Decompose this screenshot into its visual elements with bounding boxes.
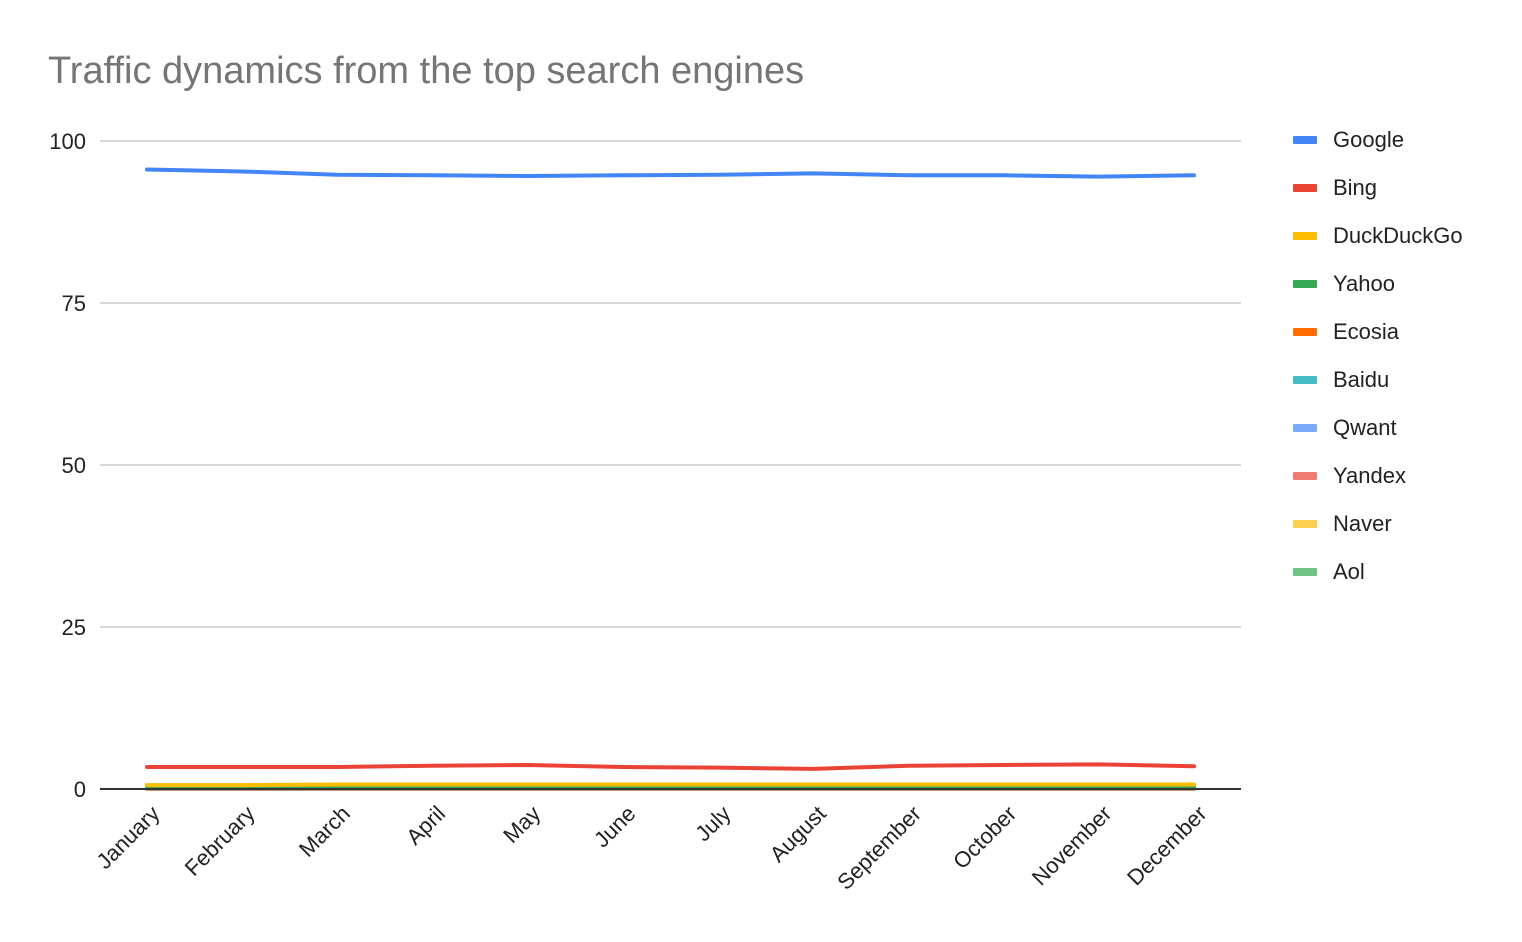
legend-label: Bing	[1333, 175, 1378, 200]
legend-label: Ecosia	[1333, 319, 1400, 344]
series-line-yahoo	[145, 785, 1196, 790]
legend-swatch	[1293, 328, 1317, 336]
legend-swatch	[1293, 568, 1317, 576]
y-tick-label: 0	[74, 777, 86, 802]
legend-item-aol: Aol	[1293, 556, 1463, 604]
y-tick-label: 50	[62, 453, 86, 478]
series-line-duckduckgo	[145, 782, 1196, 788]
legend-item-naver: Naver	[1293, 508, 1463, 556]
legend-item-yandex: Yandex	[1293, 460, 1463, 508]
series-line-google	[145, 167, 1196, 179]
legend-item-ecosia: Ecosia	[1293, 316, 1463, 364]
y-tick-label: 75	[62, 291, 86, 316]
x-tick-label: May	[498, 801, 545, 848]
legend-swatch	[1293, 472, 1317, 480]
legend-item-bing: Bing	[1293, 172, 1463, 220]
y-tick-label: 25	[62, 615, 86, 640]
legend-item-google: Google	[1293, 124, 1463, 172]
legend-label: DuckDuckGo	[1333, 223, 1463, 248]
x-tick-label: January	[92, 801, 165, 874]
legend-swatch	[1293, 376, 1317, 384]
legend-swatch	[1293, 424, 1317, 432]
x-tick-label: December	[1122, 801, 1211, 890]
chart-legend: Google Bing DuckDuckGo Yahoo Ecosia Baidu Qwan…	[1293, 124, 1463, 604]
legend-label: Yandex	[1333, 463, 1406, 488]
x-tick-label: April	[401, 801, 450, 850]
legend-item-yahoo: Yahoo	[1293, 268, 1463, 316]
legend-item-baidu: Baidu	[1293, 364, 1463, 412]
legend-item-qwant: Qwant	[1293, 412, 1463, 460]
legend-label: Yahoo	[1333, 271, 1395, 296]
legend-label: Naver	[1333, 511, 1392, 536]
x-tick-label: November	[1027, 801, 1116, 890]
legend-item-duckduckgo: DuckDuckGo	[1293, 220, 1463, 268]
legend-swatch	[1293, 136, 1317, 144]
chart-title: Traffic dynamics from the top search eng…	[48, 50, 805, 92]
legend-label: Baidu	[1333, 367, 1390, 392]
legend-swatch	[1293, 232, 1317, 240]
x-tick-label: September	[832, 801, 926, 895]
legend-label: Qwant	[1333, 415, 1397, 440]
legend-label: Google	[1333, 127, 1404, 152]
legend-swatch	[1293, 280, 1317, 288]
x-tick-label: July	[690, 801, 735, 846]
series-line-bing	[145, 762, 1196, 771]
x-tick-label: October	[948, 801, 1021, 874]
legend-swatch	[1293, 520, 1317, 528]
legend-label: Aol	[1333, 559, 1365, 584]
y-tick-label: 100	[49, 129, 86, 154]
x-tick-label: February	[180, 801, 260, 881]
x-tick-label: June	[589, 801, 640, 852]
x-tick-label: August	[765, 801, 831, 867]
legend-swatch	[1293, 184, 1317, 192]
x-tick-label: March	[294, 801, 355, 862]
